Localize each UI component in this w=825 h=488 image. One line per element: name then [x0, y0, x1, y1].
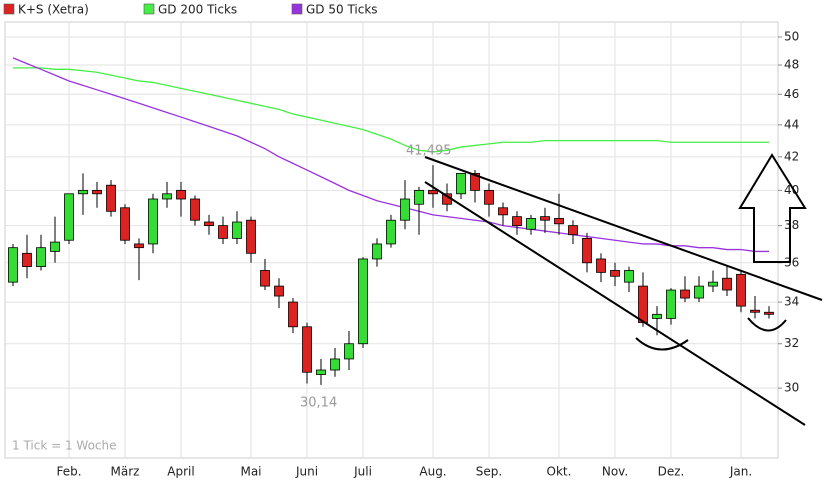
candle-body: [358, 258, 368, 345]
y-tick-label: 50: [784, 29, 799, 43]
x-tick-label: Sep.: [476, 465, 502, 479]
candle-body: [330, 358, 340, 371]
candle-body: [274, 285, 284, 297]
y-tick-label: 44: [784, 117, 799, 131]
candle-body: [36, 247, 46, 268]
y-tick-label: 30: [784, 381, 799, 395]
drawn-arrow: [738, 153, 807, 263]
candle-body: [162, 193, 172, 200]
candle-body: [456, 172, 466, 195]
legend-swatch: [3, 3, 15, 15]
x-tick-label: Okt.: [547, 465, 572, 479]
drawn-trendlines: [424, 153, 823, 426]
candle-body: [50, 241, 60, 252]
candle-body: [148, 198, 158, 245]
moving-average-line: [13, 67, 769, 153]
candle-body: [526, 218, 536, 230]
legend-label: K+S (Xetra): [18, 3, 89, 17]
candle-body: [78, 189, 88, 195]
candle-body: [64, 193, 74, 241]
candle-body: [232, 221, 242, 239]
candle-body: [134, 243, 144, 249]
candle-body: [554, 218, 564, 225]
x-tick-label: März: [111, 465, 140, 479]
candle-body: [106, 184, 116, 212]
candle-body: [708, 281, 718, 287]
y-tick-label: 42: [784, 149, 799, 163]
candle-body: [652, 313, 662, 319]
candle-body: [736, 273, 746, 307]
candle-body: [204, 221, 214, 227]
marks: [8, 57, 774, 385]
x-tick-label: Juni: [295, 465, 318, 479]
legend: K+S (Xetra) GD 200 Ticks GD 50 Ticks: [3, 3, 378, 17]
candle-body: [92, 189, 102, 195]
y-tick-label: 32: [784, 336, 799, 350]
candle-body: [400, 198, 410, 221]
candle-body: [386, 219, 396, 245]
candle-body: [568, 225, 578, 236]
candle-body: [246, 219, 256, 254]
drawn-curve: [747, 317, 787, 332]
x-tick-label: Jan.: [729, 465, 752, 479]
trendline: [424, 156, 823, 301]
candle-body: [428, 189, 438, 195]
y-tick-label: 34: [784, 295, 799, 309]
candle-body: [764, 311, 774, 315]
candle-body: [470, 172, 480, 191]
candle-body: [498, 207, 508, 216]
candle-body: [190, 198, 200, 221]
note: 1 Tick = 1 Woche: [12, 439, 117, 453]
candle-body: [302, 326, 312, 373]
candle-body: [596, 258, 606, 273]
moving-average-line: [12, 57, 769, 253]
x-tick-label: Feb.: [56, 465, 81, 479]
candle-body: [372, 243, 382, 260]
candle-body: [218, 225, 228, 239]
candle-body: [120, 207, 130, 241]
x-tick-label: April: [167, 465, 194, 479]
y-tick-label: 46: [784, 87, 799, 101]
candle-body: [484, 189, 494, 205]
candle-body: [610, 270, 620, 277]
candle-body: [540, 216, 550, 221]
x-tick-label: Aug.: [419, 465, 446, 479]
x-tick-label: Dez.: [658, 465, 685, 479]
candle-body: [638, 285, 648, 323]
candle-body: [512, 216, 522, 227]
annotation: 30,14: [300, 396, 337, 411]
y-tick-label: 36: [784, 255, 799, 269]
candle-body: [288, 301, 298, 328]
y-tick-label: 38: [784, 218, 799, 232]
x-tick-label: Nov.: [602, 465, 628, 479]
candle-body: [582, 237, 592, 264]
x-tick-label: Mai: [240, 465, 261, 479]
legend-label: GD 50 Ticks: [306, 3, 378, 17]
candle-body: [722, 277, 732, 291]
x-tick-label: Juli: [353, 465, 372, 479]
legend-swatch: [291, 3, 303, 15]
candle-body: [680, 289, 690, 299]
candle-body: [22, 252, 32, 268]
legend-swatch: [143, 3, 155, 15]
candle-body: [344, 343, 354, 360]
legend-label: GD 200 Ticks: [158, 3, 237, 17]
candle-body: [666, 289, 676, 319]
trendline: [424, 181, 806, 426]
candle-body: [694, 285, 704, 299]
candle-body: [8, 247, 18, 283]
candle-body: [624, 270, 634, 283]
candle-body: [750, 309, 760, 313]
candle-body: [414, 189, 424, 205]
annotation: 41,495: [406, 144, 452, 159]
y-tick-label: 48: [784, 58, 799, 72]
drawn-curve: [635, 337, 689, 351]
candle-body: [260, 270, 270, 287]
candle-body: [316, 369, 326, 375]
candle-body: [176, 189, 186, 200]
